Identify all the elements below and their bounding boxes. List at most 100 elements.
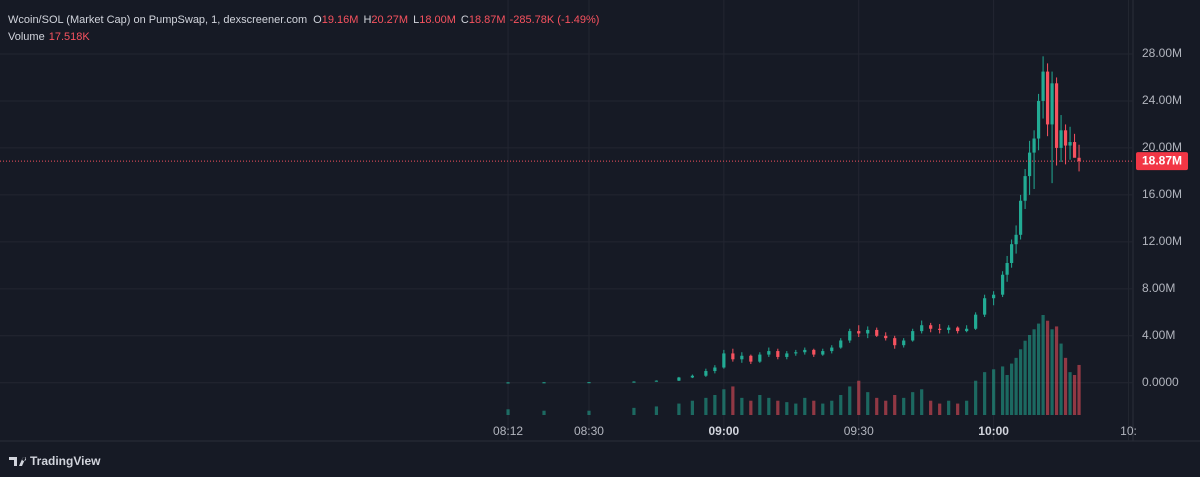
volume-bar <box>866 392 870 415</box>
volume-bar <box>830 400 834 415</box>
volume-bar <box>794 403 798 415</box>
last-price-box <box>1136 152 1188 171</box>
candle-body <box>690 375 694 378</box>
candle-body <box>758 354 762 362</box>
ohlc-key: C <box>461 14 469 26</box>
candle-body <box>839 340 843 348</box>
x-tick-label: 09:00 <box>709 424 740 438</box>
candle-body <box>920 325 924 332</box>
candle-body <box>1068 142 1072 146</box>
candle-body <box>911 331 915 341</box>
volume-bar <box>758 395 762 415</box>
candle-body <box>965 328 969 332</box>
grid <box>0 0 1133 441</box>
header-line: Wcoin/SOL (Market Cap) on PumpSwap, 1, d… <box>8 14 599 26</box>
volume-bar <box>947 400 951 415</box>
candle-body <box>1059 130 1063 148</box>
volume-bar <box>704 397 708 415</box>
volume-bar <box>767 397 771 415</box>
candle-body <box>794 352 798 354</box>
volume-bar <box>740 397 744 415</box>
volume-bar <box>1068 372 1072 415</box>
candle-body <box>677 377 681 381</box>
candle-body <box>974 314 978 329</box>
volume-bar <box>1063 357 1068 415</box>
candle-body <box>938 328 942 330</box>
candle-body <box>1045 71 1050 125</box>
volume-bar <box>1077 364 1081 415</box>
volume-line: Volume 17.518K <box>8 31 90 43</box>
volume-bar <box>803 397 807 415</box>
volume-bar <box>1027 335 1032 415</box>
candle-body <box>1005 262 1009 275</box>
candle-body <box>506 382 510 384</box>
volume-bar <box>506 409 510 415</box>
candle-body <box>587 382 591 384</box>
y-tick-label: 4.00M <box>1142 328 1175 342</box>
volume-bar <box>875 397 879 415</box>
volume-bar <box>1001 366 1005 415</box>
volume-bar <box>884 400 888 415</box>
logo-mark <box>9 457 27 466</box>
logo: TradingView <box>9 454 101 468</box>
volume-bar <box>713 395 717 415</box>
volume-bar <box>785 402 789 415</box>
candle-body <box>785 353 789 357</box>
candle-body <box>632 381 636 383</box>
candle-body <box>1036 100 1041 139</box>
ohlc-value: 18.00M <box>419 14 456 26</box>
volume-bar <box>1014 357 1018 415</box>
candle-body <box>1041 71 1045 101</box>
candle-body <box>1018 200 1023 235</box>
ohlc: O19.16M H20.27M L18.00M C18.87M <box>313 14 505 26</box>
candle-body <box>803 349 807 353</box>
volume-bar <box>1036 323 1041 415</box>
volume-bar <box>1050 329 1054 415</box>
candle-body <box>740 355 744 360</box>
ohlc-key: O <box>313 14 322 26</box>
candle-body <box>1027 152 1032 177</box>
candle-body <box>1014 234 1018 245</box>
x-tick-label: 08:12 <box>493 424 523 438</box>
volume-bar <box>857 380 861 415</box>
candle-body <box>1032 138 1036 153</box>
volume-bar <box>902 397 906 415</box>
candle-body <box>1054 83 1059 148</box>
candle-body <box>929 325 933 329</box>
candle-body <box>1072 142 1077 158</box>
volume-bar <box>848 386 852 415</box>
candle-body <box>866 329 870 334</box>
candle-body <box>884 335 888 339</box>
volume-bar <box>983 372 987 415</box>
volume-bar <box>1005 375 1009 415</box>
volume-bar <box>1054 326 1059 415</box>
volume-layer <box>506 315 1081 415</box>
candle-body <box>983 298 987 315</box>
candle-body <box>1063 130 1068 146</box>
volume-bar <box>920 389 924 415</box>
candle-layer <box>506 56 1081 384</box>
volume-bar <box>749 400 753 415</box>
volume-bar <box>722 389 726 415</box>
volume-bar <box>542 410 546 415</box>
volume-bar <box>1032 329 1036 415</box>
volume-bar <box>654 406 659 415</box>
candle-body <box>1010 244 1014 263</box>
volume-bar <box>690 400 694 415</box>
candle-body <box>704 371 708 376</box>
x-tick-label: 10:00 <box>978 424 1009 438</box>
candle-body <box>749 355 753 362</box>
x-tick-label: 08:30 <box>574 424 604 438</box>
last-price-label: 18.87M <box>1142 153 1182 167</box>
candle-body <box>1023 176 1027 201</box>
volume-bar <box>974 380 978 415</box>
y-tick-label: 24.00M <box>1142 93 1182 107</box>
candle-body <box>812 349 816 355</box>
volume-bar <box>893 395 897 415</box>
volume-bar <box>1018 349 1023 415</box>
ohlc-key: L <box>413 14 419 26</box>
candle-body <box>902 340 906 346</box>
y-tick-label: 8.00M <box>1142 281 1175 295</box>
